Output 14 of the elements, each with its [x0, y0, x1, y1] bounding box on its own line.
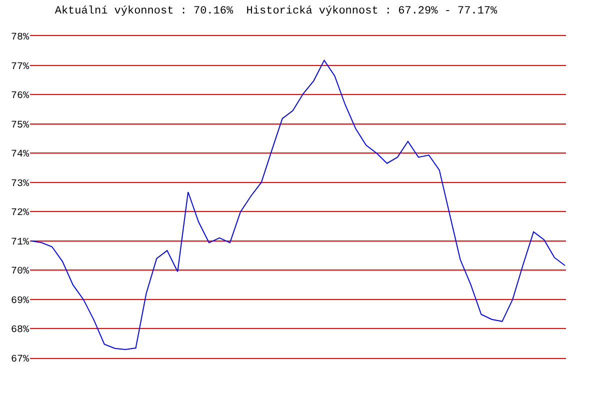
line-series [30, 60, 566, 350]
y-tick-label: 76% [10, 91, 29, 102]
y-tick-label: 75% [10, 120, 29, 132]
chart-title: Aktuální výkonnost : 70.16% Historická výkonnost : 67.29% - 77.17% [54, 6, 498, 18]
y-tick-label: 67% [10, 354, 29, 366]
y-tick-label: 73% [10, 178, 29, 190]
y-tick-label: 68% [10, 325, 29, 336]
y-tick-label: 69% [10, 296, 29, 307]
y-tick-label: 74% [10, 150, 29, 161]
y-tick-label: 77% [10, 62, 29, 73]
y-tick-label: 71% [10, 237, 29, 248]
y-tick-label: 72% [10, 208, 29, 220]
y-tick-label: 78% [10, 32, 29, 44]
y-tick-label: 70% [10, 266, 29, 278]
